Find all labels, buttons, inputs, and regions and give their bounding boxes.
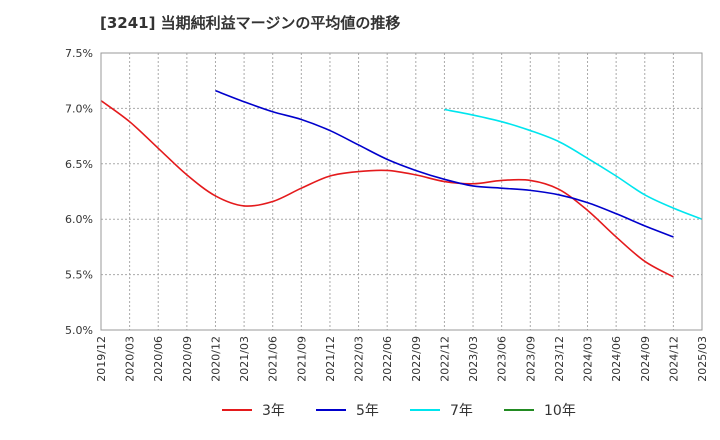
x-tick-label: 2020/09 bbox=[181, 336, 194, 382]
legend: 3年 5年 7年 10年 bbox=[222, 403, 576, 419]
x-tick-label: 2021/12 bbox=[324, 336, 337, 382]
x-tick-label: 2024/03 bbox=[582, 336, 595, 382]
legend-label: 10年 bbox=[544, 403, 576, 419]
y-tick-label: 5.0% bbox=[65, 324, 93, 337]
series-lines bbox=[100, 89, 703, 278]
y-tick-label: 5.5% bbox=[65, 269, 93, 282]
series-line bbox=[100, 99, 674, 278]
x-tick-label: 2022/09 bbox=[410, 336, 423, 382]
legend-label: 7年 bbox=[450, 403, 473, 419]
x-tick-label: 2024/12 bbox=[667, 336, 680, 382]
x-tick-label: 2020/03 bbox=[124, 336, 137, 382]
x-axis: 2019/12 2020/03 2020/06 2020/09 2020/12 2021/… bbox=[95, 336, 709, 382]
y-tick-label: 6.5% bbox=[65, 158, 93, 171]
legend-label: 3年 bbox=[262, 403, 285, 419]
legend-label: 5年 bbox=[356, 403, 379, 419]
x-tick-label: 2021/03 bbox=[238, 336, 251, 382]
x-tick-label: 2024/09 bbox=[639, 336, 652, 382]
grid bbox=[100, 52, 703, 331]
y-axis: 5.0% 5.5% 6.0% 6.5% 7.0% 7.5% bbox=[65, 47, 93, 337]
x-tick-label: 2019/12 bbox=[95, 336, 108, 382]
x-tick-label: 2022/06 bbox=[381, 336, 394, 382]
series-line bbox=[215, 89, 674, 238]
x-tick-label: 2020/12 bbox=[209, 336, 222, 382]
x-tick-label: 2023/12 bbox=[553, 336, 566, 382]
series-line bbox=[444, 108, 703, 220]
x-tick-label: 2022/12 bbox=[438, 336, 451, 382]
x-tick-label: 2020/06 bbox=[152, 336, 165, 382]
x-tick-label: 2023/03 bbox=[467, 336, 480, 382]
x-tick-label: 2021/09 bbox=[295, 336, 308, 382]
y-tick-label: 7.5% bbox=[65, 47, 93, 60]
y-tick-label: 6.0% bbox=[65, 213, 93, 226]
x-tick-label: 2021/06 bbox=[267, 336, 280, 382]
x-tick-label: 2022/03 bbox=[353, 336, 366, 382]
chart-title: [3241] 当期純利益マージンの平均値の推移 bbox=[100, 14, 401, 32]
plot-frame bbox=[100, 52, 703, 331]
x-tick-label: 2023/09 bbox=[524, 336, 537, 382]
x-tick-label: 2023/06 bbox=[496, 336, 509, 382]
x-tick-label: 2025/03 bbox=[696, 336, 709, 382]
y-tick-label: 7.0% bbox=[65, 102, 93, 115]
x-tick-label: 2024/06 bbox=[610, 336, 623, 382]
